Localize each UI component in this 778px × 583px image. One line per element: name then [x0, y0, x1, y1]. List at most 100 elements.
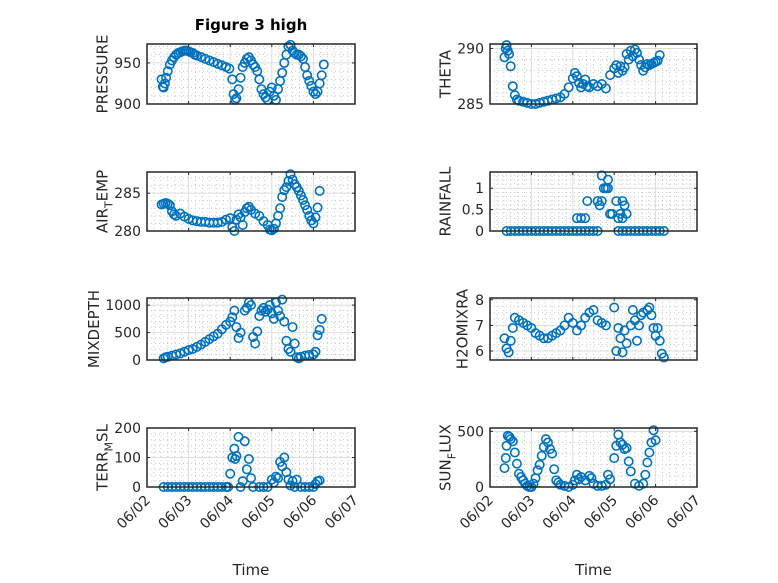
data-point — [547, 448, 558, 459]
data-point — [582, 196, 593, 207]
y-axis-label-main: TERR — [94, 451, 112, 492]
y-axis-label-main: AIR — [94, 208, 112, 233]
data-point — [293, 353, 304, 364]
data-point — [237, 476, 248, 487]
x-tick-label: 06/05 — [581, 493, 621, 533]
y-tick-label: 0 — [475, 224, 484, 240]
x-tick-label: 06/06 — [623, 492, 663, 532]
data-point — [658, 352, 669, 363]
data-point — [501, 40, 512, 51]
data-point — [621, 208, 632, 219]
data-point — [158, 82, 169, 93]
data-point — [611, 346, 622, 357]
y-axis-label: SUNFLUX — [437, 424, 459, 491]
data-point — [268, 313, 279, 324]
x-axis-label: Time — [574, 561, 612, 579]
data-point — [246, 473, 257, 484]
data-point — [609, 302, 620, 313]
subplot-sun_flux: 0 500 06/02 06/03 06/04 06/05 06/06 06/07 Time SU… — [437, 424, 704, 579]
x-tick-label: 06/05 — [239, 493, 279, 533]
y-tick-label: 900 — [114, 97, 141, 113]
x-tick-label: 06/03 — [156, 493, 196, 533]
data-point — [277, 294, 288, 305]
data-point — [621, 443, 632, 454]
data-point — [619, 62, 630, 73]
data-point — [235, 327, 246, 338]
data-point — [231, 451, 242, 462]
data-point — [509, 447, 520, 458]
data-point — [285, 39, 296, 50]
data-point — [623, 456, 634, 467]
data-point — [634, 320, 645, 331]
y-tick-label: 0 — [132, 353, 141, 369]
y-tick-label: 500 — [114, 326, 141, 342]
data-point — [609, 453, 620, 464]
axes-box — [146, 171, 356, 232]
data-point — [621, 338, 632, 349]
data-point — [233, 84, 244, 95]
data-point — [503, 347, 514, 358]
axes-box — [146, 43, 356, 105]
axes-box — [489, 297, 698, 361]
data-point — [507, 322, 518, 333]
data-point — [308, 86, 319, 97]
data-point — [304, 75, 315, 86]
data-point — [302, 204, 313, 215]
data-point — [507, 81, 518, 92]
y-axis-label-main: SUN — [437, 459, 455, 491]
y-axis-label: PRESSURE — [94, 35, 112, 114]
data-point — [646, 310, 657, 321]
y-tick-label: 950 — [114, 56, 141, 72]
x-tick-label: 06/04 — [197, 492, 237, 532]
data-point — [576, 320, 587, 331]
data-point — [505, 61, 516, 72]
data-point — [304, 210, 315, 221]
figure-title: Figure 3 high — [195, 16, 308, 34]
data-point — [536, 450, 547, 461]
data-point — [611, 196, 622, 207]
data-point — [652, 55, 663, 66]
x-tick-label: 06/07 — [322, 493, 362, 533]
data-point — [312, 330, 323, 341]
data-point — [169, 209, 180, 220]
data-point — [617, 347, 628, 358]
x-tick-label: 06/02 — [457, 493, 497, 533]
data-point — [511, 458, 522, 469]
subplot-rainfall: 0 0.5 1 RAINFALL — [437, 166, 698, 240]
data-point — [625, 45, 636, 56]
data-point — [254, 74, 265, 85]
y-axis-label-subscript: M — [103, 442, 116, 452]
data-point — [161, 72, 172, 83]
data-point — [636, 310, 647, 321]
x-axis-label: Time — [232, 561, 270, 579]
data-point — [642, 457, 653, 468]
data-point — [654, 335, 665, 346]
plot-area — [490, 44, 697, 104]
axes-box — [489, 43, 698, 105]
y-tick-label: 290 — [457, 41, 484, 57]
data-point — [293, 185, 304, 196]
plot-area — [147, 172, 355, 231]
data-point — [499, 333, 510, 344]
data-point — [499, 463, 510, 474]
x-tick-label: 06/02 — [114, 493, 154, 533]
data-point — [233, 333, 244, 344]
y-tick-label: 100 — [114, 451, 141, 467]
y-axis-label-main: MIXDEPTH — [85, 290, 103, 368]
y-axis-label-main: PRESSURE — [94, 35, 112, 114]
data-point — [580, 74, 591, 85]
y-axis-label: THETA — [437, 49, 455, 99]
data-point — [652, 322, 663, 333]
data-point — [310, 89, 321, 100]
data-point — [602, 174, 613, 185]
y-axis-label: AIRTEMP — [94, 170, 116, 233]
data-point — [600, 83, 611, 94]
data-point — [231, 93, 242, 104]
data-point — [250, 338, 261, 349]
data-point — [256, 305, 267, 316]
data-point — [275, 203, 286, 214]
data-point — [162, 198, 173, 209]
